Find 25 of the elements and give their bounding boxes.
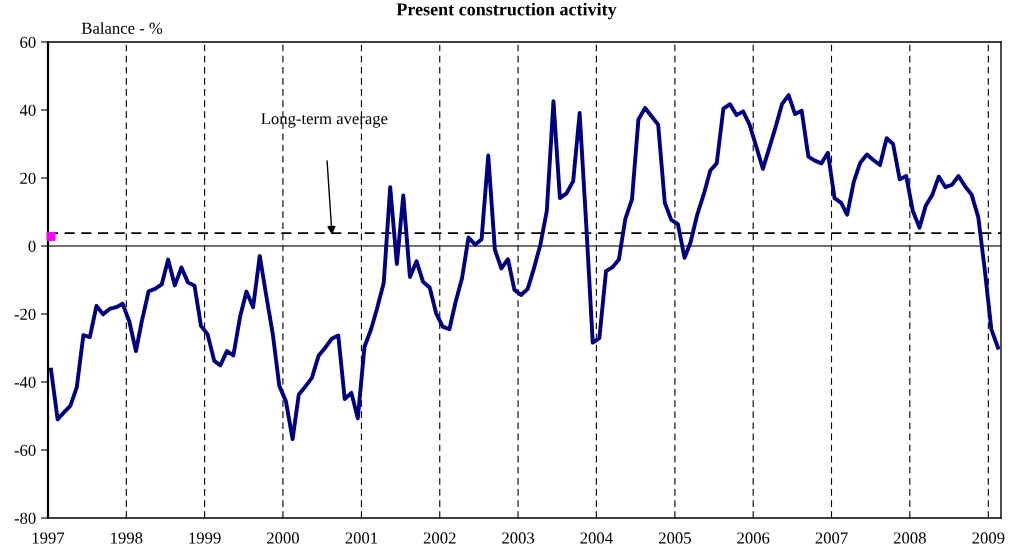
- line-series: [49, 93, 1000, 442]
- x-tick-label: 2007: [815, 532, 848, 544]
- x-tick-label: 2009: [972, 532, 1005, 544]
- x-tick-label: 2002: [423, 532, 456, 544]
- x-tick-label: 2005: [658, 532, 691, 544]
- chart-title: Present construction activity: [396, 2, 617, 20]
- y-tick-label: -60: [14, 444, 36, 456]
- x-tick-label: 1998: [111, 532, 143, 544]
- y-axis-title: Balance - %: [81, 22, 163, 34]
- y-tick-label: -40: [14, 376, 36, 388]
- annotation: Long-term average: [261, 113, 388, 128]
- x-tick-label: 2004: [580, 532, 613, 544]
- y-tick-label: -20: [14, 308, 36, 320]
- y-tick-label: 40: [19, 104, 36, 116]
- x-tick-label: 2001: [345, 532, 378, 544]
- x-tick-label: 1999: [189, 532, 221, 544]
- x-tick-label: 2006: [737, 532, 770, 544]
- x-tick-label: 2003: [502, 532, 535, 544]
- y-tick-label: 20: [20, 172, 36, 184]
- y-tick-label: -80: [14, 512, 36, 524]
- y-tick-label: 60: [20, 36, 36, 48]
- x-tick-label: 2000: [266, 532, 299, 544]
- y-tick-label: 0: [28, 240, 36, 252]
- x-tick-label: 1997: [32, 532, 65, 544]
- x-tick-label: 2008: [893, 532, 926, 544]
